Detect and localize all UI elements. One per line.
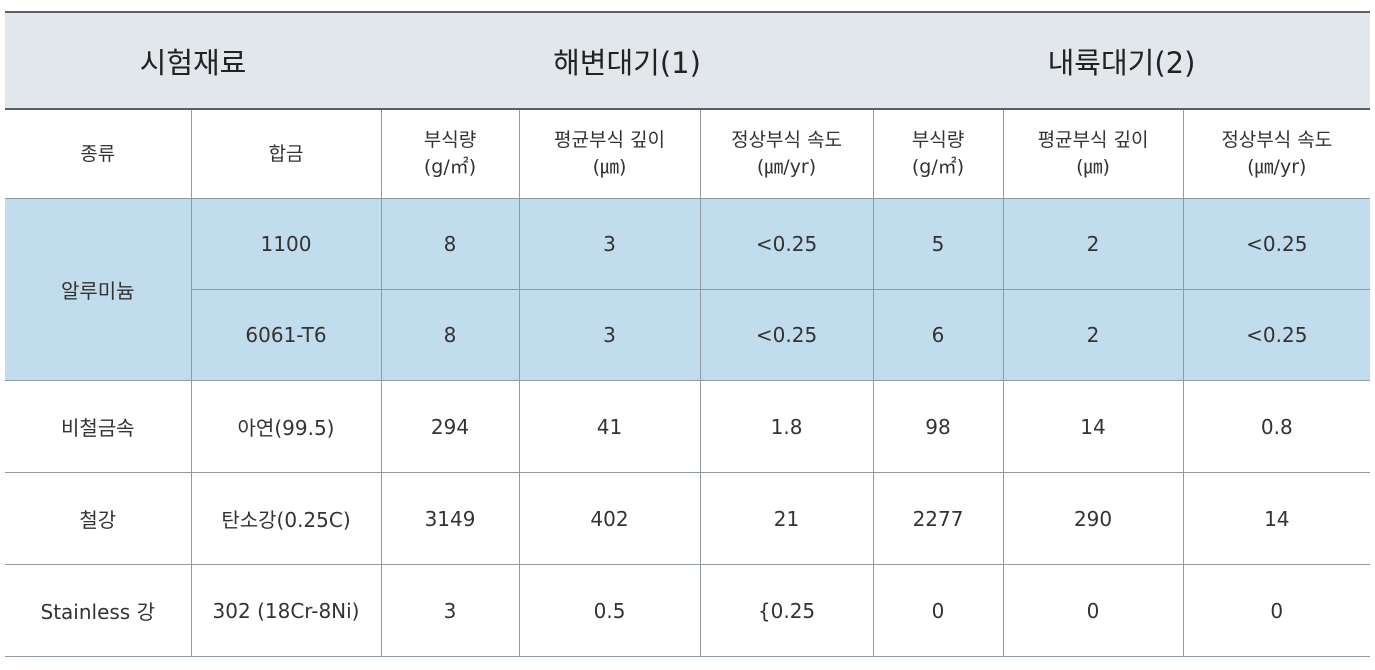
subheader-inland-amount: 부식량 (g/㎡) — [872, 108, 1004, 199]
cell-inland-amount: 2277 — [872, 472, 1004, 565]
cell-coastal-depth: 0.5 — [518, 564, 701, 657]
cell-inland-depth: 14 — [1002, 380, 1184, 473]
cell-inland-rate: <0.25 — [1182, 198, 1371, 290]
cell-inland-rate: 0 — [1182, 564, 1371, 657]
subheader-unit: (㎛/yr) — [756, 156, 817, 178]
cell-alloy: 302 (18Cr-8Ni) — [190, 564, 382, 657]
cell-coastal-rate: <0.25 — [699, 289, 874, 381]
cell-coastal-rate: <0.25 — [699, 198, 874, 290]
subheader-alloy: 합금 — [190, 108, 382, 199]
corrosion-table: 시험재료 해변대기(1) 내륙대기(2) 종류 합금 부식량 (g/㎡) 평균부… — [5, 11, 1371, 657]
subheader-coastal-rate: 정상부식 속도 (㎛/yr) — [699, 108, 874, 199]
header-inland: 내륙대기(2) — [873, 11, 1371, 110]
cell-inland-rate: 0.8 — [1182, 380, 1371, 473]
cell-coastal-depth: 3 — [518, 198, 701, 290]
subheader-unit: (g/㎡) — [911, 156, 965, 178]
subheader-label: 정상부식 속도 — [731, 129, 842, 151]
subheader-label: 평균부식 깊이 — [554, 129, 665, 151]
table-row: 비철금속 아연(99.5) 294 41 1.8 98 14 0.8 — [5, 380, 1371, 473]
subheader-coastal-amount: 부식량 (g/㎡) — [380, 108, 520, 199]
cell-coastal-depth: 3 — [518, 289, 701, 381]
cell-alloy: 아연(99.5) — [190, 380, 382, 473]
cell-coastal-rate: 21 — [699, 472, 874, 565]
cell-inland-amount: 98 — [872, 380, 1004, 473]
subheader-inland-depth: 평균부식 깊이 (㎛) — [1002, 108, 1184, 199]
cell-coastal-depth: 41 — [518, 380, 701, 473]
cell-inland-amount: 5 — [872, 198, 1004, 290]
cell-coastal-rate: {0.25 — [699, 564, 874, 657]
cell-inland-depth: 2 — [1002, 198, 1184, 290]
cell-coastal-amount: 3149 — [380, 472, 520, 565]
cell-coastal-amount: 3 — [380, 564, 520, 657]
subheader-label: 평균부식 깊이 — [1037, 129, 1149, 151]
cell-inland-rate: <0.25 — [1182, 289, 1371, 381]
cell-inland-depth: 0 — [1002, 564, 1184, 657]
cell-inland-amount: 6 — [872, 289, 1004, 381]
table-row: 알루미늄 1100 8 3 <0.25 5 2 <0.25 — [5, 198, 1371, 381]
table-header-row: 시험재료 해변대기(1) 내륙대기(2) — [5, 11, 1371, 110]
cell-coastal-amount: 294 — [380, 380, 520, 473]
header-material: 시험재료 — [5, 11, 382, 110]
subheader-type: 종류 — [5, 108, 192, 199]
header-coastal: 해변대기(1) — [381, 11, 874, 110]
cell-coastal-amount: 8 — [380, 289, 520, 381]
table-row: 철강 탄소강(0.25C) 3149 402 21 2277 290 14 — [5, 472, 1371, 565]
cell-type: 비철금속 — [5, 380, 192, 473]
subheader-unit: (㎛) — [592, 156, 627, 178]
table-row: 6061-T6 8 3 <0.25 6 2 <0.25 — [5, 289, 1371, 381]
table-row: Stainless 강 302 (18Cr-8Ni) 3 0.5 {0.25 0… — [5, 564, 1371, 657]
cell-type: 알루미늄 — [5, 198, 192, 381]
cell-alloy: 6061-T6 — [190, 289, 382, 381]
cell-inland-rate: 14 — [1182, 472, 1371, 565]
subheader-unit: (㎛) — [1076, 156, 1110, 178]
cell-coastal-depth: 402 — [518, 472, 701, 565]
cell-inland-amount: 0 — [872, 564, 1004, 657]
subheader-inland-rate: 정상부식 속도 (㎛/yr) — [1182, 108, 1371, 199]
cell-coastal-amount: 8 — [380, 198, 520, 290]
cell-inland-depth: 290 — [1002, 472, 1184, 565]
subheader-unit: (㎛/yr) — [1247, 156, 1307, 178]
cell-coastal-rate: 1.8 — [699, 380, 874, 473]
cell-alloy: 탄소강(0.25C) — [190, 472, 382, 565]
cell-type: Stainless 강 — [5, 564, 192, 657]
cell-inland-depth: 2 — [1002, 289, 1184, 381]
cell-type: 철강 — [5, 472, 192, 565]
table-subheader-row: 종류 합금 부식량 (g/㎡) 평균부식 깊이 (㎛) 정상부식 속도 (㎛/y… — [5, 108, 1371, 199]
subheader-label: 정상부식 속도 — [1221, 129, 1333, 151]
subheader-label: 부식량 — [423, 129, 477, 151]
subheader-label: 부식량 — [911, 129, 965, 151]
subheader-coastal-depth: 평균부식 깊이 (㎛) — [518, 108, 701, 199]
subheader-unit: (g/㎡) — [423, 156, 477, 178]
cell-alloy: 1100 — [190, 198, 382, 290]
